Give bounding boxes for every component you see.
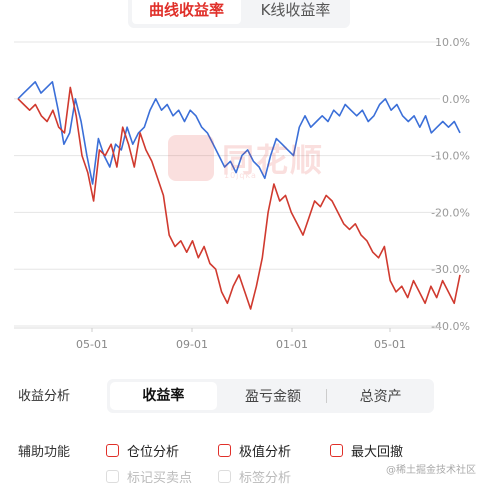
x-tick-label: 01-01 — [276, 338, 308, 351]
checkbox-extreme-analysis[interactable]: 极值分析 — [218, 441, 291, 460]
tab-curve-return[interactable]: 曲线收益率 — [132, 0, 241, 24]
checkbox-label: 极值分析 — [239, 445, 292, 460]
series-line-blue — [17, 80, 461, 185]
checkbox-icon — [218, 444, 231, 457]
y-tick-label: 0.0% — [442, 93, 470, 106]
credit-text: @稀土掘金技术社区 — [386, 465, 476, 476]
checkbox-icon — [218, 470, 231, 483]
checkbox-label: 标签分析 — [239, 471, 292, 486]
return-chart[interactable]: 10.0% 0.0% -10.0% -20.0% -30.0% -40.0% 05-01 09… — [0, 28, 480, 358]
checkbox-max-drawdown[interactable]: 最大回撤 — [330, 441, 403, 460]
checkbox-tag-analysis[interactable]: 标签分析 — [218, 467, 291, 486]
tab-pnl-amount[interactable]: 盈亏金额 — [245, 389, 301, 405]
watermark-subtext: 10jqka — [224, 171, 257, 180]
checkbox-mark-trades[interactable]: 标记买卖点 — [106, 467, 192, 486]
checkbox-icon — [106, 470, 119, 483]
watermark-logo-icon — [168, 135, 214, 181]
brand-watermark: 同花顺 10jqka — [168, 133, 328, 183]
aux-label: 辅助功能 — [18, 445, 71, 460]
y-tick-label: -40.0% — [431, 320, 470, 333]
return-type-toggle: 曲线收益率 K线收益率 — [128, 0, 350, 28]
y-tick-label: -10.0% — [431, 150, 470, 163]
checkbox-position-analysis[interactable]: 仓位分析 — [106, 441, 179, 460]
analysis-segmented-control: 收益率 盈亏金额 总资产 — [107, 379, 434, 413]
tab-total-assets[interactable]: 总资产 — [359, 389, 402, 405]
checkbox-label: 仓位分析 — [127, 445, 180, 460]
x-tick-label: 09-01 — [176, 338, 208, 351]
checkbox-label: 最大回撤 — [351, 445, 404, 460]
series-line-red — [17, 86, 461, 310]
checkbox-icon — [330, 444, 343, 457]
checkbox-icon — [106, 444, 119, 457]
tab-return-rate[interactable]: 收益率 — [110, 382, 217, 410]
y-tick-label: -20.0% — [431, 206, 470, 219]
analysis-label: 收益分析 — [18, 389, 71, 404]
y-tick-label: 10.0% — [435, 36, 470, 49]
tab-kline-return[interactable]: K线收益率 — [260, 1, 331, 19]
seg-divider — [326, 389, 328, 403]
x-tick-label: 05-01 — [374, 338, 406, 351]
checkbox-label: 标记买卖点 — [127, 471, 193, 486]
y-tick-label: -30.0% — [431, 263, 470, 276]
x-tick-label: 05-01 — [76, 338, 108, 351]
watermark-text: 同花顺 — [222, 141, 325, 179]
